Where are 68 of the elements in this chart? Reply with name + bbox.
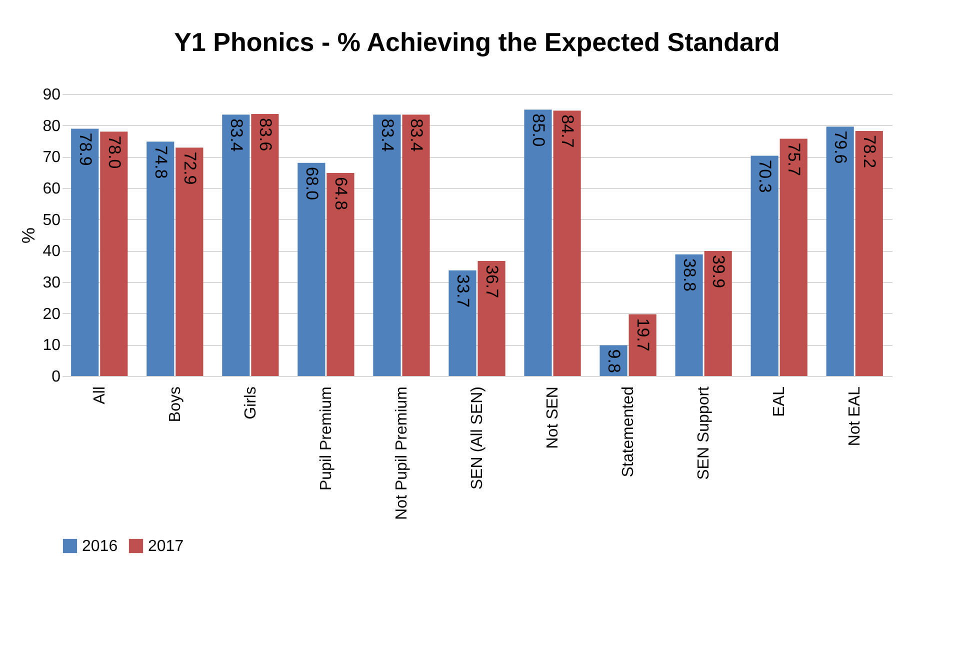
y-tick-label: 50 <box>42 212 61 229</box>
x-tick-label: Boys <box>166 386 184 422</box>
bar <box>524 110 552 376</box>
bar <box>100 132 128 376</box>
data-label: 75.7 <box>784 142 804 176</box>
x-tick-label: Girls <box>242 386 260 420</box>
bar <box>704 250 732 376</box>
bar <box>448 270 476 376</box>
y-tick-label: 70 <box>42 149 61 166</box>
bar <box>628 314 656 376</box>
chart-title: Y1 Phonics - % Achieving the Expected Standard <box>174 27 780 57</box>
data-label: 84.7 <box>558 114 578 148</box>
data-label: 19.7 <box>634 318 653 352</box>
bar <box>176 148 204 376</box>
y-tick-label: 60 <box>42 180 61 198</box>
bar <box>373 114 401 376</box>
data-label: 85.0 <box>529 114 548 147</box>
x-tick-label: Pupil Premium <box>318 386 335 491</box>
data-label: 78.9 <box>76 132 95 166</box>
legend-label: 2016 <box>82 538 118 555</box>
bar <box>826 126 854 376</box>
bar <box>326 172 354 376</box>
data-label: 9.8 <box>604 349 624 373</box>
data-label: 70.3 <box>756 160 775 193</box>
x-tick-label: SEN (All SEN) <box>469 386 486 490</box>
bar <box>71 128 99 376</box>
legend-label: 2017 <box>148 538 184 555</box>
y-tick-label: 10 <box>42 337 61 354</box>
bar <box>402 114 430 376</box>
bar <box>780 138 808 376</box>
y-tick-label: 80 <box>42 118 61 135</box>
data-label: 83.4 <box>378 118 397 152</box>
x-tick-label: Not EAL <box>846 386 864 446</box>
data-label: 83.4 <box>407 118 426 152</box>
data-label: 68.0 <box>302 166 322 200</box>
bar <box>855 130 883 376</box>
data-label: 83.4 <box>226 118 246 152</box>
x-tick-label: Statemented <box>620 386 638 478</box>
bar <box>298 162 326 376</box>
bar <box>251 114 279 376</box>
bar <box>553 110 581 376</box>
y-tick-label: 30 <box>42 274 61 292</box>
data-label: 79.6 <box>831 130 850 164</box>
data-label: 72.9 <box>180 152 200 185</box>
data-label: 78.0 <box>104 136 124 169</box>
y-tick-label: 90 <box>42 86 61 104</box>
bar <box>146 142 174 376</box>
data-label: 36.7 <box>482 265 502 298</box>
y-tick-label: 40 <box>42 243 61 260</box>
data-label: 33.7 <box>453 274 472 308</box>
y-axis-title: % <box>18 227 39 244</box>
bar <box>750 156 778 376</box>
x-tick-label: SEN Support <box>696 386 713 480</box>
data-label: 64.8 <box>331 176 350 210</box>
x-tick-label: EAL <box>771 386 788 417</box>
bar <box>478 261 506 376</box>
x-tick-label: All <box>91 386 108 404</box>
y-tick-label: 20 <box>42 306 61 323</box>
bar <box>675 254 703 376</box>
data-label: 38.8 <box>680 258 700 292</box>
data-label: 78.2 <box>860 134 880 168</box>
data-label: 83.6 <box>256 118 275 152</box>
data-label: 39.9 <box>709 254 728 288</box>
x-tick-label: Not SEN <box>544 386 562 449</box>
x-tick-label: Not Pupil Premium <box>393 386 410 520</box>
y-tick-label: 0 <box>52 368 61 386</box>
data-label: 74.8 <box>151 146 170 179</box>
bar <box>222 114 250 376</box>
